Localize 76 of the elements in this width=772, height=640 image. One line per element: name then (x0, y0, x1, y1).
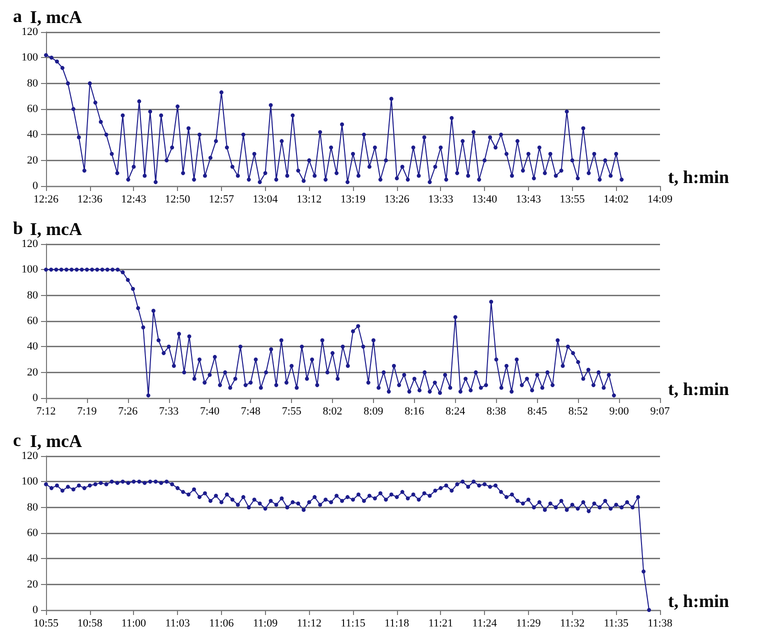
x-tick-label: 14:09 (647, 194, 674, 206)
x-tick-label: 12:26 (33, 194, 60, 206)
x-tick-label: 7:55 (282, 406, 302, 418)
x-tick-label: 7:12 (36, 406, 56, 418)
chart-title: b (13, 218, 24, 238)
x-tick-label: 11:15 (340, 618, 366, 630)
y-tick-label: 20 (27, 154, 38, 166)
y-tick-label: 40 (27, 128, 38, 141)
x-tick-label: 14:02 (604, 194, 629, 206)
x-tick-label: 11:32 (560, 618, 585, 630)
y-tick-label: 120 (22, 450, 38, 462)
y-tick-label: 80 (27, 289, 38, 302)
y-tick-label: 80 (27, 77, 38, 90)
y-tick-label: 0 (32, 180, 38, 192)
x-tick-label: 12:50 (165, 194, 191, 206)
x-tick-label: 7:33 (159, 406, 180, 418)
x-tick-label: 7:40 (200, 406, 220, 418)
x-tick-label: 11:35 (604, 618, 629, 630)
y-tick-label: 40 (27, 552, 38, 565)
x-axis-title: t, h:min (668, 379, 730, 399)
y-tick-label: 60 (27, 103, 38, 115)
y-tick-label: 120 (22, 26, 38, 38)
x-tick-label: 11:18 (384, 618, 410, 630)
x-tick-label: 7:48 (240, 406, 261, 418)
x-tick-label: 11:03 (165, 618, 190, 630)
x-tick-label: 8:45 (527, 406, 548, 418)
x-tick-label: 11:09 (252, 618, 278, 630)
x-axis-title: t, h:min (668, 591, 730, 611)
y-tick-label: 120 (22, 238, 38, 250)
y-tick-label: 0 (32, 604, 38, 616)
x-tick-label: 13:04 (252, 194, 278, 206)
x-tick-label: 10:58 (77, 618, 103, 630)
x-tick-label: 12:57 (208, 194, 234, 206)
x-tick-label: 13:40 (472, 194, 498, 206)
x-tick-label: 12:36 (77, 194, 103, 206)
x-tick-label: 13:12 (296, 194, 322, 206)
x-tick-label: 8:38 (486, 406, 507, 418)
x-tick-label: 11:00 (121, 618, 147, 630)
x-tick-label: 8:09 (364, 406, 384, 418)
x-tick-label: 11:06 (209, 618, 234, 630)
x-tick-label: 11:24 (472, 618, 498, 630)
x-tick-label: 11:21 (428, 618, 454, 630)
x-tick-label: 11:38 (648, 618, 673, 630)
y-axis-title: I, mcA (30, 219, 82, 239)
y-tick-label: 100 (22, 476, 38, 488)
x-tick-label: 13:43 (516, 194, 542, 206)
y-tick-label: 60 (27, 527, 38, 539)
y-tick-label: 20 (27, 578, 38, 590)
chart-title: c (13, 430, 21, 450)
x-tick-label: 8:52 (568, 406, 588, 418)
x-tick-label: 10:55 (33, 618, 60, 630)
x-axis-title: t, h:min (668, 167, 730, 187)
x-tick-label: 13:26 (384, 194, 410, 206)
x-tick-label: 13:55 (560, 194, 586, 206)
y-axis-title: I, mcA (30, 7, 82, 27)
x-tick-label: 13:33 (428, 194, 454, 206)
x-tick-label: 13:19 (340, 194, 366, 206)
x-tick-label: 9:00 (609, 406, 630, 418)
y-tick-label: 80 (27, 501, 38, 514)
y-tick-label: 60 (27, 315, 38, 327)
x-tick-label: 8:02 (322, 406, 342, 418)
x-tick-label: 8:16 (404, 406, 425, 418)
x-tick-label: 7:19 (77, 406, 98, 418)
y-axis-title: I, mcA (30, 431, 82, 451)
x-tick-label: 7:26 (118, 406, 138, 418)
chart-title: a (13, 6, 22, 26)
y-tick-label: 40 (27, 340, 38, 353)
y-tick-label: 100 (22, 264, 38, 276)
y-tick-label: 100 (22, 52, 38, 64)
x-tick-label: 9:07 (650, 406, 670, 418)
x-tick-label: 12:43 (121, 194, 147, 206)
x-tick-label: 11:12 (296, 618, 322, 630)
y-tick-label: 20 (27, 366, 38, 378)
x-tick-label: 11:29 (516, 618, 542, 630)
x-tick-label: 8:24 (446, 406, 466, 418)
y-tick-label: 0 (32, 392, 38, 404)
